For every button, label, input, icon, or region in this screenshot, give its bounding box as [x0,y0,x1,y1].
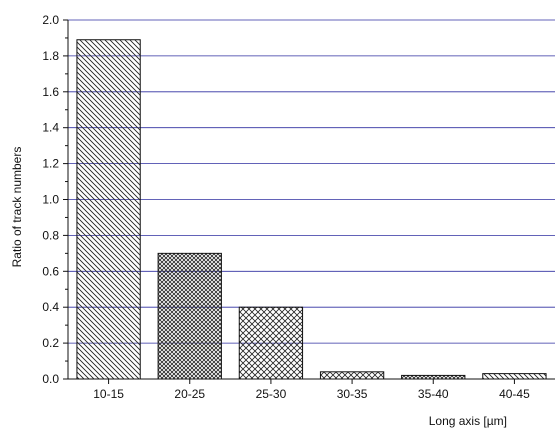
bars [76,39,547,380]
axes: 10-15 20-25 25-30 30-35 35-40 40-45 0.0 0.2 0.4 0… [42,13,555,401]
gridlines [68,19,555,344]
y-tick-label: 2.0 [42,13,59,27]
y-tick-label: 1.2 [42,157,59,171]
x-tick-label: 35-40 [418,387,449,401]
y-tick-label: 1.0 [42,193,59,207]
y-tick-label: 1.8 [42,49,59,63]
y-tick-label: 0.0 [42,372,59,386]
x-tick-label: 10-15 [93,387,124,401]
x-tick-label: 25-30 [256,387,287,401]
x-tick-label: 30-35 [337,387,368,401]
x-tick-label: 20-25 [174,387,205,401]
bar-10-15 [76,39,141,380]
y-tick-label: 1.6 [42,85,59,99]
y-tick-label: 1.4 [42,121,59,135]
bar-30-35 [319,371,385,380]
x-axis-title: Long axis [µm] [429,414,507,428]
y-tick-label: 0.8 [42,228,59,242]
bar-25-30 [238,306,304,380]
y-axis-title: Ratio of track numbers [10,147,24,268]
bar-20-25 [157,252,222,380]
x-tick-label: 40-45 [499,387,530,401]
y-tick-label: 0.2 [42,336,59,350]
y-tick-label: 0.4 [42,300,59,314]
bar-35-40 [401,374,466,380]
y-tick-label: 0.6 [42,264,59,278]
bar-40-45 [482,373,547,380]
